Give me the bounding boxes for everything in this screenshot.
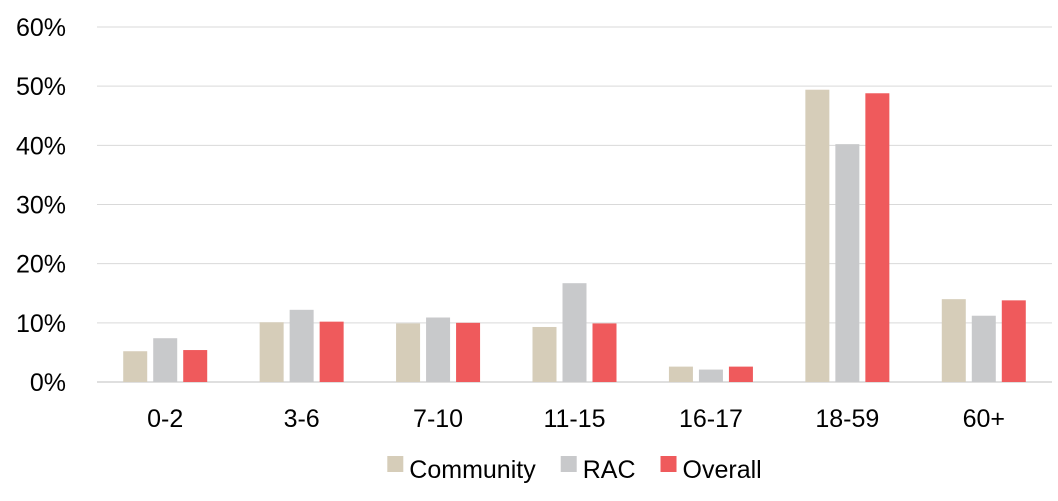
y-tick-label: 10% bbox=[16, 310, 66, 338]
bar-community-60+ bbox=[941, 299, 966, 382]
y-tick-label: 30% bbox=[16, 192, 66, 220]
gridlines bbox=[97, 26, 1052, 383]
legend-label-overall: Overall bbox=[683, 456, 762, 484]
x-tick-label: 3-6 bbox=[284, 405, 320, 433]
bar-rac-0-2 bbox=[153, 338, 178, 382]
x-tick-label: 16-17 bbox=[679, 405, 743, 433]
bar-community-0-2 bbox=[123, 351, 148, 382]
y-axis-ticks: 0% 10% 20% 30% 40% 50% 60% bbox=[16, 14, 66, 397]
y-tick-label: 40% bbox=[16, 132, 66, 160]
bar-rac-16-17 bbox=[698, 369, 723, 382]
bar-rac-11-15 bbox=[562, 283, 587, 382]
bar-overall-11-15 bbox=[592, 323, 617, 382]
bar-overall-0-2 bbox=[183, 350, 208, 382]
x-tick-label: 0-2 bbox=[147, 405, 183, 433]
legend: Community RAC Overall bbox=[387, 456, 762, 484]
bar-community-3-6 bbox=[259, 322, 284, 382]
y-tick-label: 60% bbox=[16, 14, 66, 42]
legend-swatch-rac bbox=[560, 456, 577, 472]
x-tick-label: 7-10 bbox=[413, 405, 463, 433]
bar-rac-18-59 bbox=[835, 144, 860, 382]
x-tick-label: 60+ bbox=[963, 405, 1005, 433]
bar-rac-60+ bbox=[971, 315, 996, 382]
legend-swatch-overall bbox=[660, 456, 677, 472]
y-tick-label: 50% bbox=[16, 73, 66, 101]
legend-swatch-community bbox=[387, 456, 404, 472]
bar-community-16-17 bbox=[668, 366, 693, 382]
bars bbox=[123, 89, 1026, 383]
bar-rac-3-6 bbox=[289, 309, 314, 382]
legend-label-rac: RAC bbox=[583, 456, 636, 484]
bar-community-18-59 bbox=[805, 89, 830, 382]
y-tick-label: 0% bbox=[30, 369, 66, 397]
legend-label-community: Community bbox=[409, 456, 536, 484]
x-tick-label: 11-15 bbox=[543, 405, 605, 433]
bar-community-7-10 bbox=[396, 323, 421, 382]
bar-overall-18-59 bbox=[865, 93, 890, 383]
bar-rac-7-10 bbox=[426, 317, 451, 382]
bar-overall-3-6 bbox=[319, 321, 344, 382]
bar-community-11-15 bbox=[532, 326, 557, 382]
bar-overall-7-10 bbox=[456, 322, 481, 382]
y-tick-label: 20% bbox=[16, 251, 66, 279]
bar-overall-60+ bbox=[1001, 300, 1026, 382]
x-axis-ticks: 0-2 3-6 7-10 11-15 16-17 18-59 60+ bbox=[147, 405, 1005, 433]
bar-overall-16-17 bbox=[728, 366, 753, 382]
x-tick-label: 18-59 bbox=[815, 405, 879, 433]
